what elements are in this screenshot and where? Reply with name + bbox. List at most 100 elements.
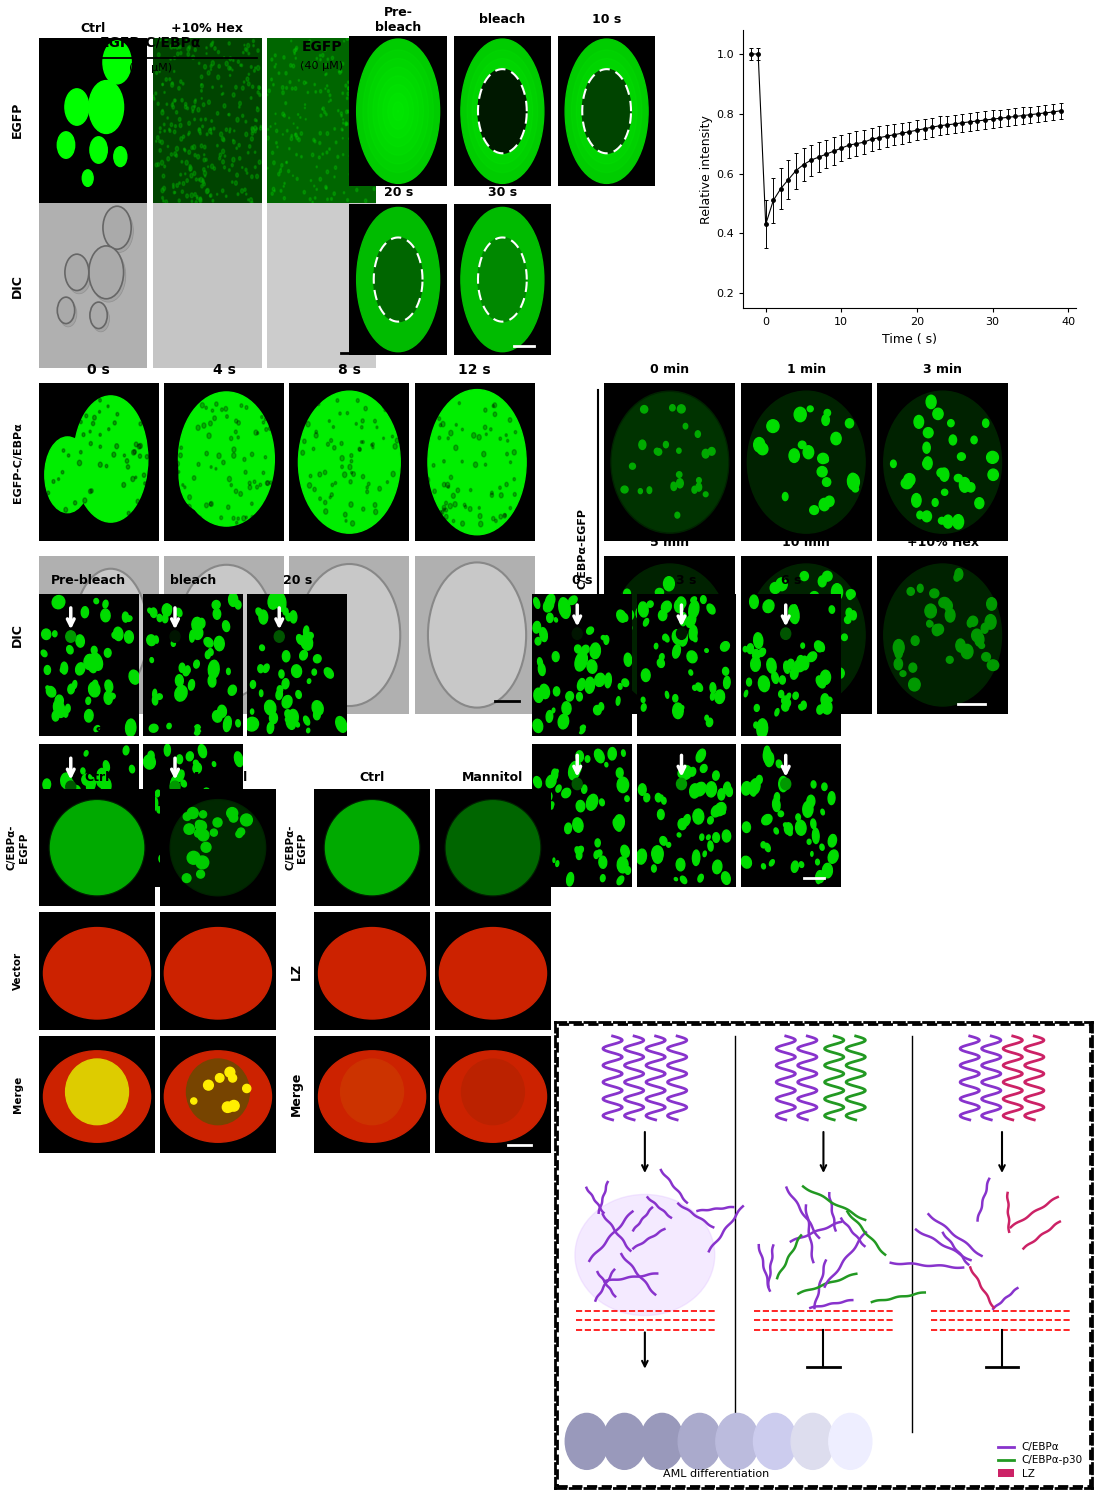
Ellipse shape: [845, 616, 851, 624]
Ellipse shape: [581, 785, 587, 794]
Text: +10% Hex: +10% Hex: [172, 23, 243, 35]
Text: (20 μM): (20 μM): [129, 63, 172, 74]
Ellipse shape: [180, 612, 221, 684]
Ellipse shape: [65, 782, 75, 792]
Ellipse shape: [676, 472, 682, 478]
Circle shape: [186, 107, 189, 110]
Ellipse shape: [641, 703, 647, 711]
Ellipse shape: [706, 836, 710, 840]
Ellipse shape: [759, 676, 770, 691]
Ellipse shape: [324, 667, 334, 678]
Circle shape: [202, 125, 204, 128]
Circle shape: [205, 451, 208, 455]
Circle shape: [223, 138, 225, 141]
Circle shape: [490, 491, 494, 494]
Circle shape: [203, 168, 205, 171]
Ellipse shape: [847, 591, 853, 600]
Circle shape: [373, 141, 374, 143]
Circle shape: [343, 472, 347, 478]
Circle shape: [196, 197, 199, 200]
Ellipse shape: [155, 791, 160, 797]
Circle shape: [213, 416, 216, 421]
Ellipse shape: [276, 690, 283, 699]
Ellipse shape: [591, 84, 622, 138]
Ellipse shape: [162, 604, 172, 616]
Circle shape: [112, 452, 115, 457]
Ellipse shape: [678, 833, 681, 837]
Ellipse shape: [306, 729, 309, 732]
Circle shape: [279, 170, 282, 173]
Circle shape: [306, 83, 307, 84]
Ellipse shape: [622, 679, 629, 687]
Circle shape: [157, 162, 160, 167]
Circle shape: [145, 454, 149, 458]
Circle shape: [345, 123, 347, 126]
Circle shape: [235, 419, 237, 424]
Circle shape: [200, 197, 202, 200]
Circle shape: [309, 198, 312, 201]
Circle shape: [115, 443, 119, 449]
Ellipse shape: [708, 816, 713, 824]
Ellipse shape: [572, 818, 583, 833]
Ellipse shape: [750, 788, 755, 797]
Circle shape: [350, 472, 353, 473]
Ellipse shape: [655, 592, 662, 601]
Circle shape: [358, 448, 360, 451]
Ellipse shape: [678, 670, 690, 682]
Circle shape: [172, 38, 175, 44]
Ellipse shape: [156, 694, 162, 699]
Ellipse shape: [641, 697, 645, 702]
Ellipse shape: [625, 867, 631, 875]
Ellipse shape: [816, 875, 820, 884]
Ellipse shape: [68, 684, 74, 694]
Text: EGFP: EGFP: [11, 102, 24, 138]
Circle shape: [273, 188, 275, 191]
Text: 3 min: 3 min: [923, 364, 963, 376]
Ellipse shape: [393, 102, 404, 120]
Ellipse shape: [722, 830, 731, 842]
Ellipse shape: [953, 514, 964, 529]
Ellipse shape: [44, 437, 90, 513]
Text: 1 min: 1 min: [786, 364, 826, 376]
Circle shape: [212, 41, 214, 44]
Circle shape: [311, 179, 312, 182]
Ellipse shape: [562, 788, 571, 798]
Ellipse shape: [908, 667, 916, 678]
Ellipse shape: [105, 679, 113, 693]
Ellipse shape: [620, 622, 632, 633]
Ellipse shape: [630, 463, 635, 469]
Ellipse shape: [497, 102, 508, 120]
Circle shape: [315, 90, 316, 93]
Circle shape: [248, 53, 250, 56]
Ellipse shape: [576, 846, 581, 855]
Ellipse shape: [817, 705, 824, 714]
Circle shape: [438, 436, 440, 440]
Ellipse shape: [195, 821, 206, 831]
Ellipse shape: [820, 845, 824, 851]
Ellipse shape: [109, 693, 115, 699]
Ellipse shape: [472, 59, 532, 164]
Circle shape: [468, 507, 472, 511]
Ellipse shape: [214, 866, 223, 878]
Circle shape: [202, 102, 205, 107]
Ellipse shape: [130, 765, 134, 773]
Text: 8 s: 8 s: [338, 362, 360, 377]
Legend: C/EBPα, C/EBPα-p30, LZ: C/EBPα, C/EBPα-p30, LZ: [994, 1438, 1087, 1483]
Circle shape: [82, 170, 93, 186]
Circle shape: [187, 134, 190, 135]
Ellipse shape: [594, 750, 604, 762]
Circle shape: [221, 86, 222, 87]
Ellipse shape: [282, 679, 289, 688]
Ellipse shape: [693, 597, 702, 607]
Ellipse shape: [50, 803, 60, 815]
Circle shape: [271, 192, 273, 195]
Ellipse shape: [975, 633, 984, 646]
Ellipse shape: [104, 649, 111, 657]
Ellipse shape: [788, 449, 800, 463]
Circle shape: [386, 481, 388, 484]
Circle shape: [295, 48, 297, 51]
Ellipse shape: [672, 630, 682, 643]
Ellipse shape: [59, 860, 64, 867]
Circle shape: [210, 502, 213, 507]
Ellipse shape: [601, 636, 606, 640]
